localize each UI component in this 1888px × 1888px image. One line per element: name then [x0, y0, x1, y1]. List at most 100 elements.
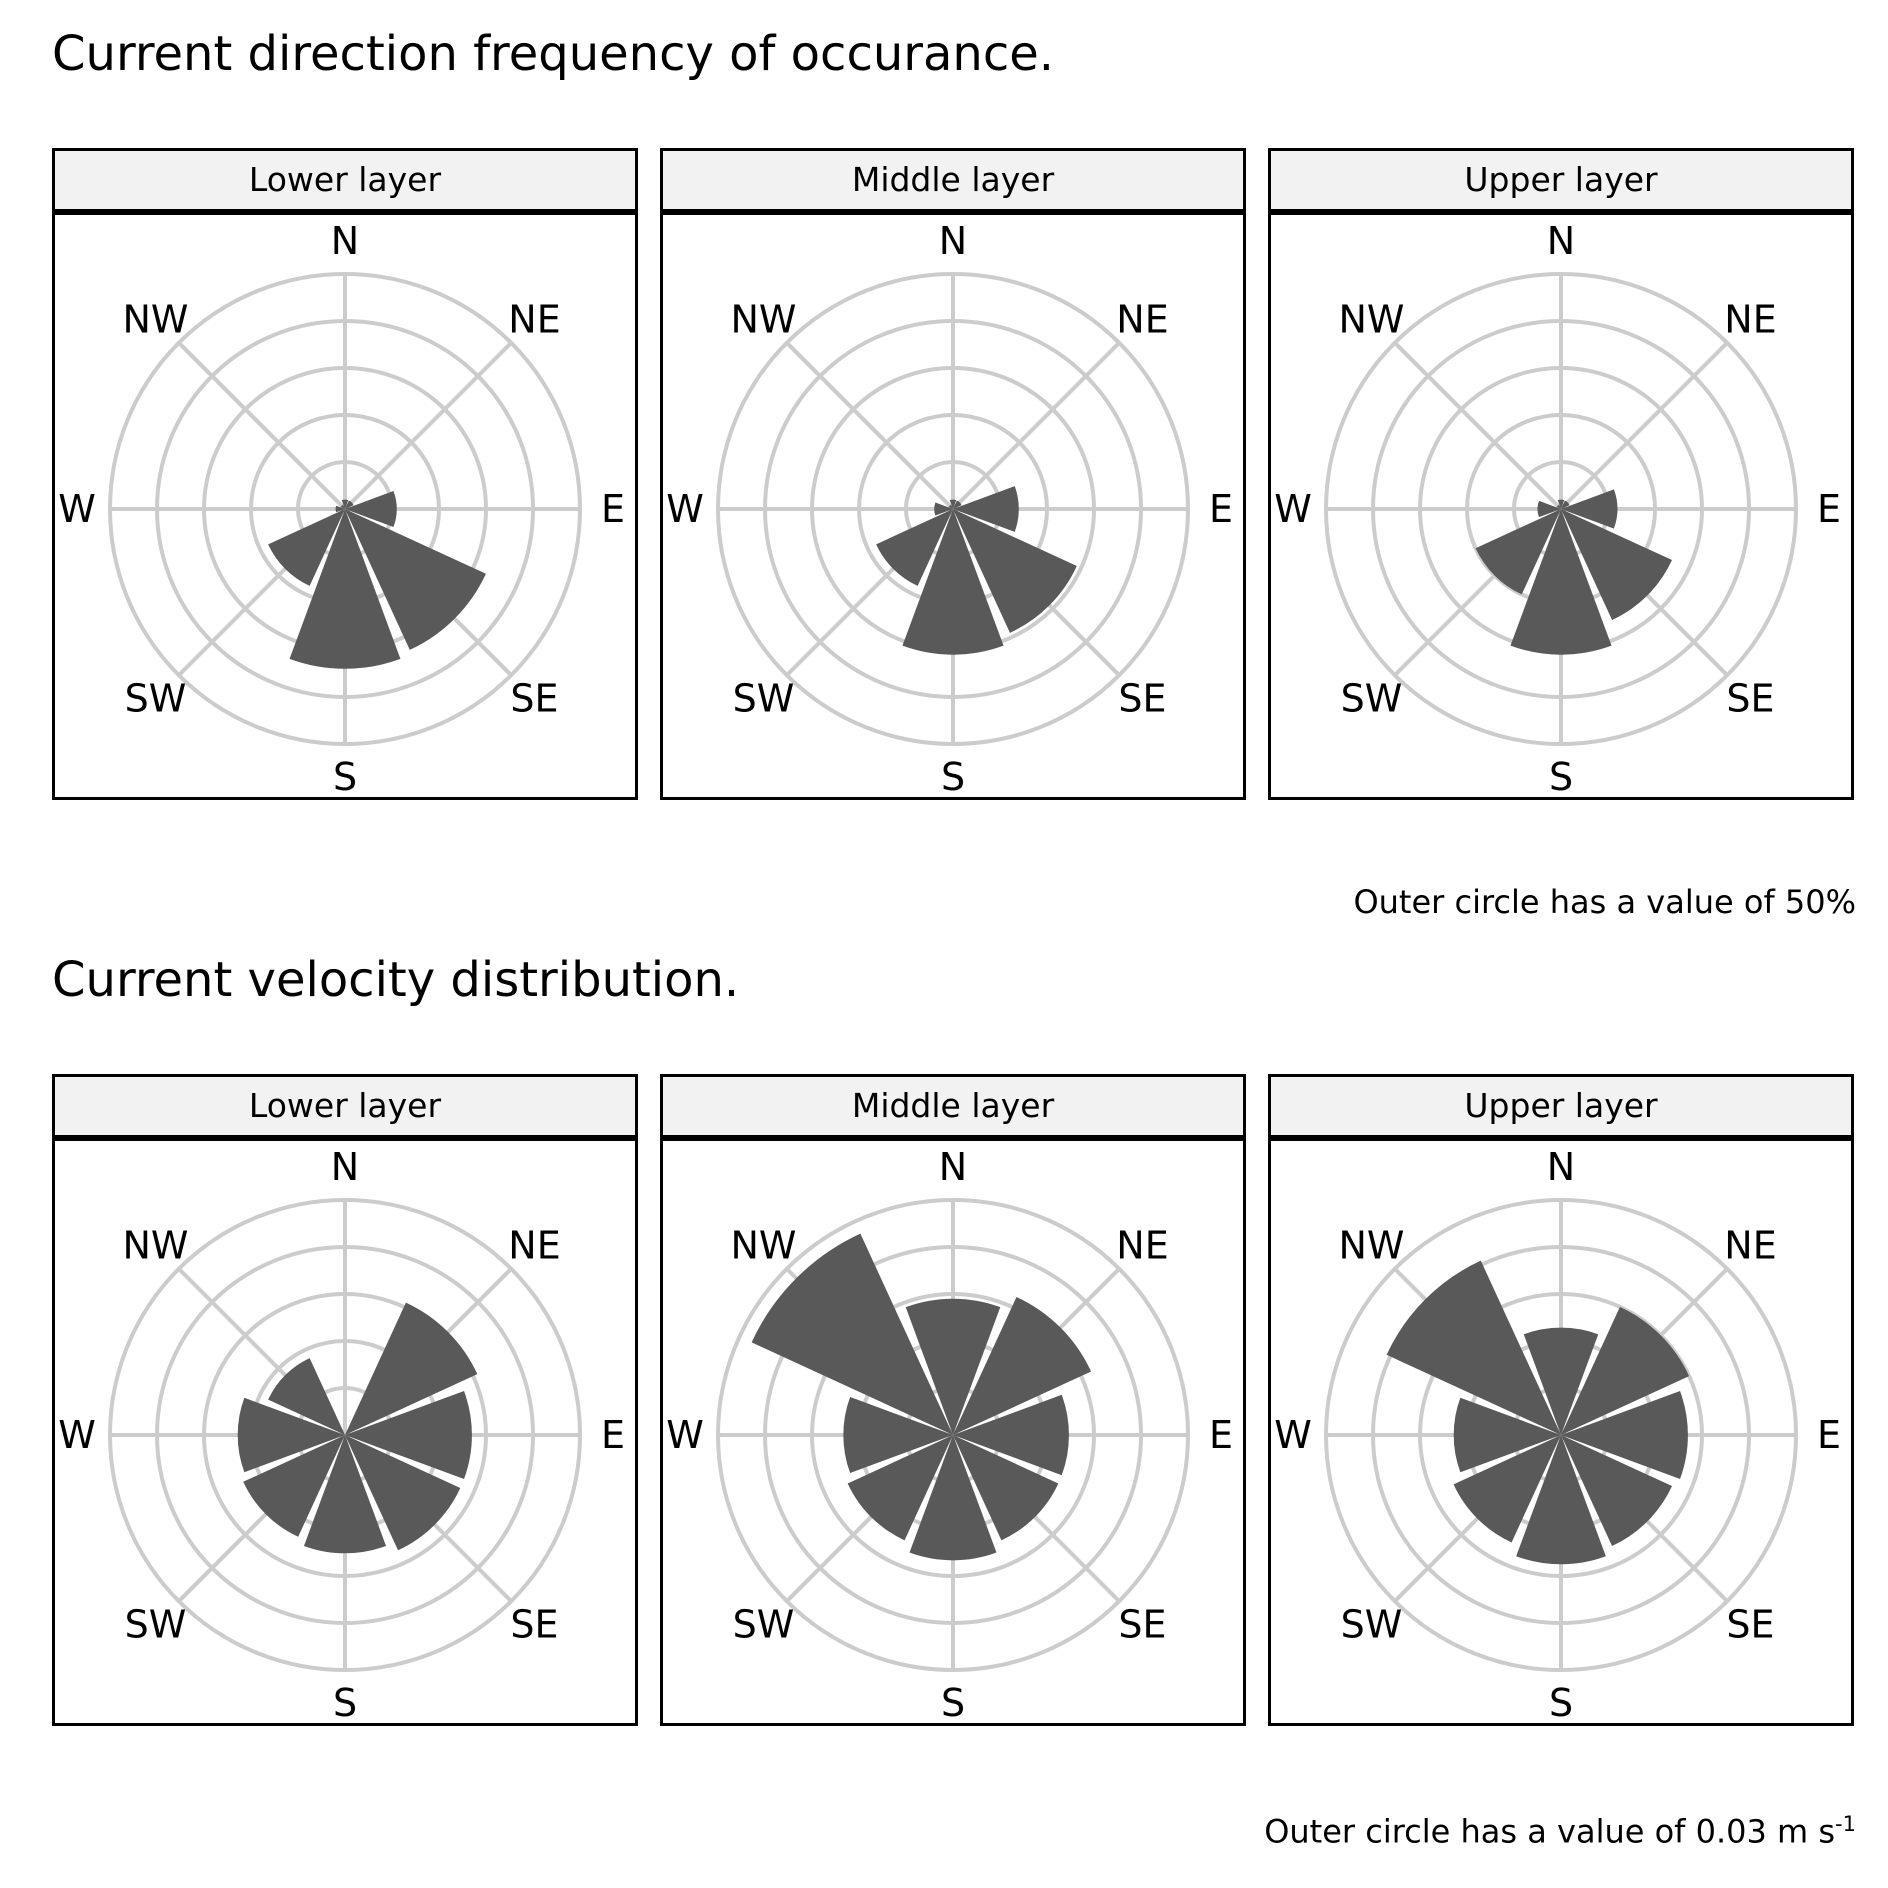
- rose-bar-w: [237, 1397, 345, 1473]
- velocity-section-title: Current velocity distribution.: [52, 952, 740, 1008]
- rose-bar-se: [1561, 509, 1673, 621]
- rose-bar-ne: [953, 500, 962, 509]
- rose-bar-s: [902, 509, 1004, 655]
- rose-bar-nw: [1386, 1260, 1561, 1435]
- compass-label-se: SE: [1118, 677, 1166, 721]
- compass-label-se: SE: [1726, 1603, 1774, 1647]
- rose-bar-s: [1516, 1435, 1606, 1565]
- rose-bar-se: [953, 509, 1077, 633]
- polar-plot: N NE E SE S SW W NW: [52, 212, 638, 800]
- rose-bar-e: [1561, 489, 1618, 529]
- rose-bar-w: [335, 505, 345, 513]
- rose-bar-sw: [1453, 1435, 1561, 1543]
- compass-label-ne: NE: [1724, 1224, 1776, 1268]
- compass-label-w: W: [666, 487, 704, 531]
- rose-bar-se: [345, 1435, 461, 1551]
- rose-bar-nw: [268, 1358, 345, 1435]
- polar-plot: N NE E SE S SW W NW: [660, 212, 1246, 800]
- rose-bar-nw: [1556, 504, 1561, 509]
- rose-bar-nw: [340, 504, 345, 509]
- velocity-panel-upper: Upper layer N NE E SE S SW W NW: [1268, 1074, 1854, 1726]
- compass-label-e: E: [601, 1413, 625, 1457]
- compass-label-sw: SW: [125, 677, 187, 721]
- grid-spoke: [1559, 341, 1729, 511]
- polar-plot: N NE E SE S SW W NW: [1268, 1138, 1854, 1726]
- rose-chart-freq-lower: N NE E SE S SW W NW: [58, 219, 625, 797]
- rose-bar-nw: [751, 1233, 953, 1435]
- rose-bar-sw: [876, 509, 953, 586]
- compass-label-s: S: [333, 755, 357, 797]
- compass-label-n: N: [331, 1145, 359, 1189]
- rose-bar-n: [949, 499, 957, 509]
- panel-strip-title: Lower layer: [52, 1074, 638, 1138]
- grid-spoke: [177, 341, 347, 511]
- compass-label-e: E: [1817, 1413, 1841, 1457]
- compass-label-sw: SW: [1341, 677, 1403, 721]
- rose-bar-e: [953, 1394, 1069, 1476]
- rose-chart-vel-upper: N NE E SE S SW W NW: [1274, 1145, 1841, 1723]
- compass-label-w: W: [1274, 1413, 1312, 1457]
- frequency-panel-middle: Middle layer N NE E SE S SW W NW: [660, 148, 1246, 800]
- compass-label-n: N: [939, 219, 967, 263]
- compass-label-e: E: [1209, 1413, 1233, 1457]
- compass-label-n: N: [1547, 219, 1575, 263]
- frequency-scale-note: Outer circle has a value of 50%: [1353, 883, 1856, 921]
- compass-label-se: SE: [510, 677, 558, 721]
- rose-bar-ne: [953, 1296, 1092, 1435]
- rose-bar-w: [1453, 1397, 1561, 1473]
- frequency-panel-upper: Upper layer N NE E SE S SW W NW: [1268, 148, 1854, 800]
- compass-label-w: W: [1274, 487, 1312, 531]
- rose-bar-sw: [1475, 509, 1561, 595]
- rose-bar-s: [1510, 509, 1612, 655]
- compass-label-w: W: [666, 1413, 704, 1457]
- compass-label-s: S: [333, 1681, 357, 1723]
- compass-label-n: N: [939, 1145, 967, 1189]
- compass-label-ne: NE: [1116, 298, 1168, 342]
- frequency-panel-lower: Lower layer N NE E SE S SW W NW: [52, 148, 638, 800]
- rose-bar-sw: [268, 509, 345, 586]
- rose-bar-e: [953, 486, 1019, 532]
- rose-bar-s: [909, 1435, 997, 1561]
- compass-label-nw: NW: [1339, 298, 1405, 342]
- polar-plot: N NE E SE S SW W NW: [660, 1138, 1246, 1726]
- grid-spoke: [785, 341, 955, 511]
- compass-label-sw: SW: [733, 1603, 795, 1647]
- compass-label-sw: SW: [733, 677, 795, 721]
- compass-label-s: S: [941, 755, 965, 797]
- rose-bar-sw: [243, 1435, 345, 1537]
- grid-spoke: [343, 341, 513, 511]
- compass-label-w: W: [58, 487, 96, 531]
- compass-label-w: W: [58, 1413, 96, 1457]
- rose-bar-ne: [1561, 1306, 1690, 1435]
- rose-bar-sw: [847, 1435, 953, 1541]
- rose-bar-s: [303, 1435, 387, 1554]
- compass-label-s: S: [941, 1681, 965, 1723]
- rose-bar-w: [934, 502, 953, 516]
- compass-label-nw: NW: [123, 298, 189, 342]
- rose-bar-ne: [345, 1302, 478, 1435]
- compass-label-n: N: [1547, 1145, 1575, 1189]
- rose-bar-w: [1537, 500, 1561, 518]
- compass-label-e: E: [1209, 487, 1233, 531]
- compass-label-s: S: [1549, 1681, 1573, 1723]
- rose-bar-n: [1557, 499, 1565, 509]
- compass-label-ne: NE: [1116, 1224, 1168, 1268]
- compass-label-nw: NW: [1339, 1224, 1405, 1268]
- compass-label-ne: NE: [508, 1224, 560, 1268]
- compass-label-e: E: [1817, 487, 1841, 531]
- rose-bar-se: [1561, 1435, 1673, 1547]
- rose-bar-e: [345, 491, 397, 527]
- velocity-panel-lower: Lower layer N NE E SE S SW W NW: [52, 1074, 638, 1726]
- compass-label-nw: NW: [731, 1224, 797, 1268]
- rose-bar-ne: [345, 500, 354, 509]
- frequency-section-title: Current direction frequency of occurance…: [52, 26, 1054, 82]
- compass-label-se: SE: [510, 1603, 558, 1647]
- velocity-scale-note-text: Outer circle has a value of 0.03 m s: [1264, 1812, 1836, 1851]
- panel-strip-title: Upper layer: [1268, 1074, 1854, 1138]
- compass-label-nw: NW: [731, 298, 797, 342]
- rose-bar-se: [953, 1435, 1059, 1541]
- grid-spoke: [951, 341, 1121, 511]
- compass-label-s: S: [1549, 755, 1573, 797]
